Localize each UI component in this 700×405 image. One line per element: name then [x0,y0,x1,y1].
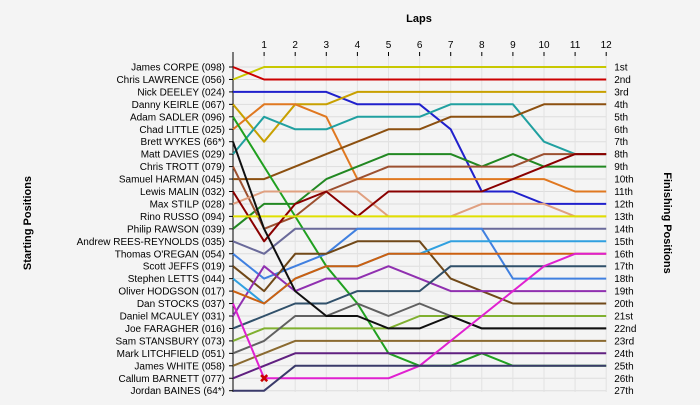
y-axis-left-label: Starting Positions [22,176,34,270]
finish-label: 23rd [614,336,634,347]
driver-label: Joe FARAGHER (016) [125,324,225,335]
driver-series-line-7 [233,103,607,181]
finish-label: 17th [614,262,633,273]
driver-series-line-12 [232,153,607,243]
y-axis-right-label: Finishing Positions [661,172,673,273]
driver-series-line-1 [232,66,607,81]
finish-label: 7th [614,137,628,148]
finish-label: 26th [614,374,633,385]
driver-label: Daniel MCAULEY (031) [120,312,225,323]
driver-label: Mark LITCHFIELD (051) [117,349,225,360]
finish-label: 10th [614,175,633,186]
driver-series-line-16 [232,240,607,305]
driver-label: Callum BARNETT (077) [118,374,225,385]
driver-label: Samuel HARMAN (045) [119,175,225,186]
driver-series-line-24 [232,339,607,367]
finish-label: 12th [614,199,633,210]
driver-label: Chris TROTT (079) [140,162,225,173]
finish-label: 8th [614,150,628,161]
driver-label: Rino RUSSO (094) [140,212,225,223]
finish-label: 13th [614,212,633,223]
x-tick-label: 9 [510,40,516,51]
driver-label: Oliver HODGSON (017) [118,287,225,298]
x-tick-label: 7 [448,40,454,51]
finish-label: 16th [614,249,633,260]
x-tick-label: 12 [601,40,613,51]
finish-label: 6th [614,125,628,136]
finish-label: 3rd [614,87,628,98]
finish-label: 19th [614,287,633,298]
driver-series-line-6 [232,103,607,156]
x-tick-label: 5 [386,40,392,51]
finish-label: 20th [614,299,633,310]
x-tick-label: 10 [538,40,550,51]
driver-label: Jordan BAINES (64*) [131,386,226,397]
x-tick-label: 11 [570,40,581,51]
x-tick-label: 1 [261,40,267,51]
finish-label: 21st [614,312,633,323]
driver-label: Sam STANSBURY (073) [116,336,225,347]
driver-series-line-2 [232,66,607,81]
driver-label: James WHITE (058) [134,361,225,372]
finish-label: 14th [614,224,633,235]
driver-series-line-21 [232,315,607,342]
driver-label: Chris LAWRENCE (056) [116,75,225,86]
driver-label: Max STILP (028) [150,199,225,210]
driver-label: Adam SADLER (096) [130,112,225,123]
series-layer [232,66,607,392]
driver-label: Scott JEFFS (019) [143,262,225,273]
driver-label: Andrew REES-REYNOLDS (035) [77,237,225,248]
finish-label: 25th [614,361,633,372]
driver-label: Lewis MALIN (032) [140,187,225,198]
driver-label: Danny KEIRLE (067) [132,100,225,111]
driver-label: Dan STOCKS (037) [137,299,225,310]
finish-label: 1st [614,63,628,74]
driver-series-line-25 [232,352,607,380]
driver-series-line-5 [232,103,607,193]
driver-series-line-15 [232,227,607,280]
driver-label: Nick DEELEY (024) [137,87,225,98]
chart-title: Laps [406,13,432,25]
driver-series-line-19 [232,252,607,305]
x-tick-label: 8 [479,40,485,51]
driver-label: Stephen LETTS (044) [128,274,225,285]
driver-label: James CORPE (098) [131,63,225,74]
x-tick-label: 3 [324,40,330,51]
x-tick-label: 4 [355,40,361,51]
finish-label: 9th [614,162,628,173]
driver-series-line-23 [232,141,607,330]
finish-label: 15th [614,237,633,248]
driver-label: Matt DAVIES (029) [141,150,225,161]
finish-label: 22nd [614,324,636,335]
finish-label: 4th [614,100,628,111]
label-layer: 1 2 3 4 5 6 7 8 9 10 11 12✖James CORPE (098)Chris L… [77,40,637,397]
driver-label: Philip RAWSON (039) [127,224,225,235]
driver-label: Brett WYKES (66*) [141,137,225,148]
driver-series-line-27 [233,364,607,392]
x-tick-label: 6 [417,40,423,51]
finish-label: 18th [614,274,633,285]
finish-label: 2nd [614,75,631,86]
finish-label: 5th [614,112,628,123]
x-tick-label: 2 [292,40,298,51]
retired-marker: ✖ [259,371,269,385]
finish-label: 11th [614,187,633,198]
driver-label: Thomas O'REGAN (054) [115,249,225,260]
finish-label: 27th [614,386,633,397]
driver-label: Chad LITTLE (025) [139,125,225,136]
finish-label: 24th [614,349,633,360]
